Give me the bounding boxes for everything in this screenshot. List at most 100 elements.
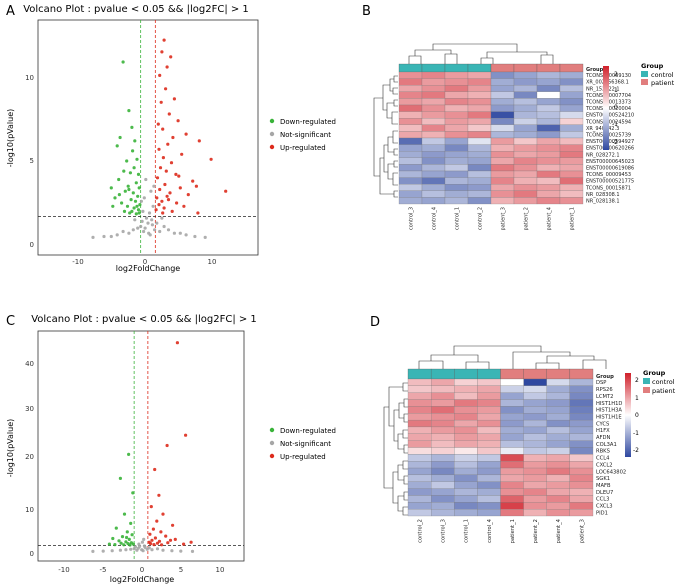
heatmap-cell <box>569 385 594 393</box>
up-regulated-point <box>189 540 193 544</box>
up-regulated-point <box>176 119 180 123</box>
legend-dot-up <box>269 453 275 459</box>
group-swatch-control <box>641 71 648 77</box>
up-regulated-point <box>169 161 174 165</box>
heatmap-cell <box>523 378 547 386</box>
down-regulated-point <box>128 171 132 175</box>
heatmap-cell <box>569 509 594 517</box>
heatmap-cell <box>467 71 492 79</box>
not-significant-point <box>147 546 151 550</box>
not-significant-point <box>142 196 146 200</box>
heatmap-cell <box>407 433 432 441</box>
heatmap-cell <box>454 378 478 386</box>
heatmap-cell <box>536 91 561 99</box>
row-label: HIST1H1D <box>596 401 622 407</box>
group-annotation-cell <box>500 368 524 380</box>
heatmap-cell <box>454 406 478 414</box>
not-significant-point <box>179 549 183 553</box>
not-significant-point <box>136 226 140 230</box>
panel-d-column-labels: control_2 control_3 control_1 control_4 pati… <box>417 518 585 543</box>
column-label: control_2 <box>477 207 483 230</box>
not-significant-point <box>127 231 131 235</box>
heatmap-cell <box>467 164 492 172</box>
heatmap-cell <box>477 481 501 489</box>
row-label: DSP <box>596 380 606 386</box>
panel-c-ytick: 30 <box>25 405 34 413</box>
heatmap-cell <box>500 495 524 503</box>
heatmap-cell <box>490 85 515 92</box>
heatmap-cell <box>407 447 432 455</box>
heatmap-cell <box>444 85 469 92</box>
panel-d-letter: D <box>370 315 380 330</box>
legend-label-up: Up-regulated <box>280 453 326 461</box>
heatmap-cell <box>431 454 455 462</box>
heatmap-cell <box>559 78 584 86</box>
heatmap-cell <box>536 164 561 172</box>
heatmap-cell <box>407 488 432 496</box>
heatmap-cell <box>444 91 469 99</box>
heatmap-cell <box>398 71 423 79</box>
heatmap-cell <box>523 426 547 434</box>
up-regulated-point <box>161 211 165 215</box>
heatmap-cell <box>523 440 547 448</box>
column-label: patient_3 <box>579 519 585 543</box>
not-significant-point <box>121 229 125 234</box>
row-label: AFDN <box>596 435 611 441</box>
up-regulated-point <box>173 537 177 542</box>
colorbar-tick: -1 <box>612 121 618 128</box>
not-significant-point <box>101 549 105 553</box>
legend-label-down: Down-regulated <box>280 118 336 126</box>
down-regulated-point <box>111 536 115 541</box>
heatmap-cell <box>431 426 455 434</box>
heatmap-cell <box>546 502 570 510</box>
heatmap-cell <box>421 151 446 158</box>
group-annotation-cell <box>467 63 492 73</box>
heatmap-cell <box>523 406 547 414</box>
group-label-control: control <box>652 378 675 386</box>
legend-dot-ns <box>269 131 275 137</box>
down-regulated-point <box>122 543 126 547</box>
group-annotation-cell <box>536 63 561 73</box>
not-significant-point <box>150 548 154 552</box>
heatmap-cell <box>477 378 501 386</box>
heatmap-cell <box>444 197 469 205</box>
not-significant-point <box>129 547 133 551</box>
heatmap-cell <box>407 378 432 386</box>
down-regulated-point <box>133 199 138 203</box>
heatmap-cell <box>467 111 492 119</box>
heatmap-cell <box>490 144 515 152</box>
not-significant-point <box>172 231 176 235</box>
heatmap-cell <box>490 164 515 172</box>
up-regulated-point <box>158 166 163 170</box>
heatmap-cell <box>500 413 524 421</box>
heatmap-cell <box>398 144 423 152</box>
row-label: CYCS <box>596 421 609 427</box>
down-regulated-point <box>120 201 124 205</box>
heatmap-cell <box>523 392 547 400</box>
down-regulated-point <box>129 521 133 526</box>
heatmap-cell <box>536 157 561 165</box>
heatmap-cell <box>454 399 478 407</box>
heatmap-cell <box>490 190 515 198</box>
column-label: patient_2 <box>523 207 529 230</box>
heatmap-cell <box>546 419 570 428</box>
down-regulated-point <box>118 476 122 480</box>
row-label: RBKS <box>596 449 610 455</box>
colorbar-tick: 2 <box>635 377 639 384</box>
heatmap-cell <box>421 98 446 106</box>
heatmap-cell <box>490 124 515 132</box>
up-regulated-point <box>177 174 181 178</box>
group-legend-title: Group <box>641 62 664 70</box>
down-regulated-point <box>131 149 135 153</box>
heatmap-cell <box>569 378 594 386</box>
up-regulated-point <box>159 530 163 534</box>
up-regulated-point <box>155 519 159 523</box>
up-regulated-point <box>165 65 169 69</box>
heatmap-cell <box>546 385 570 393</box>
heatmap-cell <box>536 104 561 112</box>
column-label: patient_4 <box>556 518 562 543</box>
heatmap-cell <box>444 71 469 79</box>
down-regulated-point <box>128 211 132 215</box>
heatmap-cell <box>490 197 515 205</box>
column-label: control_3 <box>408 207 414 230</box>
